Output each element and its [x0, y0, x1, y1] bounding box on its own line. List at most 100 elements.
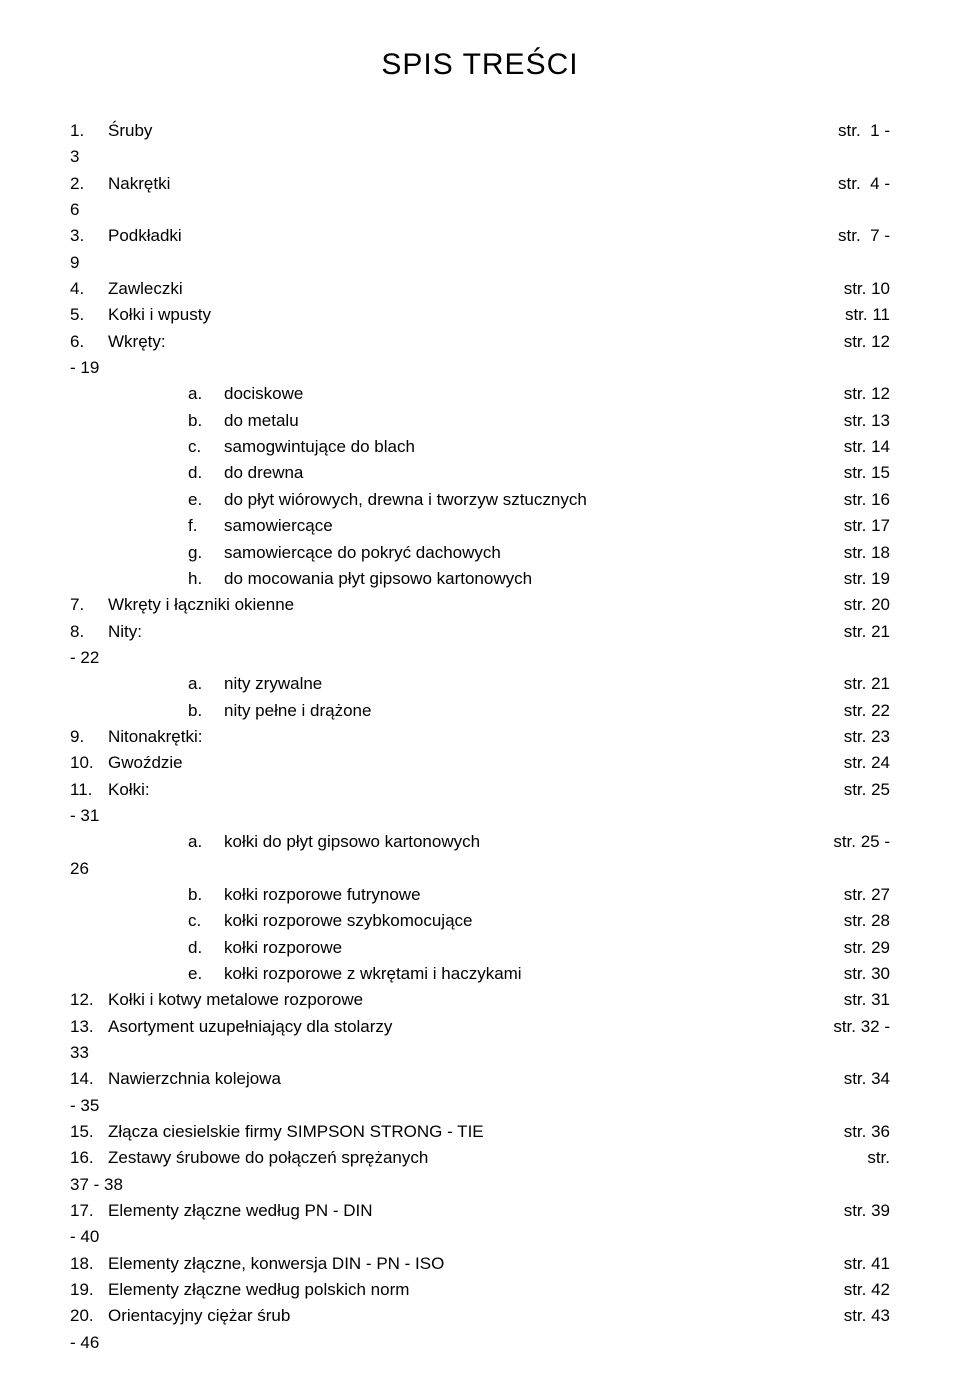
toc-entry: 12.Kołki i kotwy metalowe rozporowe str.… — [70, 987, 890, 1013]
subentry-label: samowiercące — [224, 513, 337, 539]
entry-page: str. 11 — [845, 302, 890, 328]
entry-number: 3. — [70, 223, 108, 249]
entry-page: str. 12 — [844, 329, 890, 355]
subentry-letter: g. — [188, 540, 224, 566]
subentry-label: nity pełne i drążone — [224, 698, 376, 724]
entry-label: Kołki: — [108, 777, 154, 803]
entry-number: 11. — [70, 777, 108, 803]
subentry-letter: a. — [188, 381, 224, 407]
subentry-letter: b. — [188, 408, 224, 434]
toc-subentry: b.do metalu str. 13 — [70, 408, 890, 434]
subentry-label: nity zrywalne — [224, 671, 327, 697]
continuation-line: 3 — [70, 144, 890, 170]
entry-number: 7. — [70, 592, 108, 618]
entry-label: Nakrętki — [108, 171, 175, 197]
entry-number: 1. — [70, 118, 108, 144]
entry-number: 13. — [70, 1014, 108, 1040]
subentry-label: kołki rozporowe szybkomocujące — [224, 908, 477, 934]
continuation-line: - 35 — [70, 1093, 890, 1119]
toc-entry: 9.Nitonakrętki: str. 23 — [70, 724, 890, 750]
subentry-page: str. 16 — [844, 487, 890, 513]
toc-entry: 10.Gwoździe str. 24 — [70, 750, 890, 776]
page-title: SPIS TREŚCI — [70, 48, 890, 82]
entry-number: 15. — [70, 1119, 108, 1145]
entry-page: str. 1 - — [838, 118, 890, 144]
entry-page: str. 43 — [844, 1303, 890, 1329]
subentry-page: str. 22 — [844, 698, 890, 724]
toc-subentry: b.nity pełne i drążone str. 22 — [70, 698, 890, 724]
entry-label: Wkręty i łączniki okienne — [108, 592, 299, 618]
entry-label: Podkładki — [108, 223, 186, 249]
toc-subentry: a.kołki do płyt gipsowo kartonowych str.… — [70, 829, 890, 855]
subentry-letter: a. — [188, 829, 224, 855]
toc-subentry: h.do mocowania płyt gipsowo kartonowych … — [70, 566, 890, 592]
entry-label: Kołki i kotwy metalowe rozporowe — [108, 987, 368, 1013]
toc-subentry: b.kołki rozporowe futrynowe str. 27 — [70, 882, 890, 908]
entry-label: Elementy złączne, konwersja DIN - PN - I… — [108, 1251, 449, 1277]
continuation-line: 6 — [70, 197, 890, 223]
entry-label: Złącza ciesielskie firmy SIMPSON STRONG … — [108, 1119, 488, 1145]
subentry-page: str. 28 — [844, 908, 890, 934]
entry-page: str. 23 — [844, 724, 890, 750]
entry-number: 2. — [70, 171, 108, 197]
toc-entry: 8.Nity: str. 21 — [70, 619, 890, 645]
entry-number: 18. — [70, 1251, 108, 1277]
toc-subentry: c.kołki rozporowe szybkomocujące str. 28 — [70, 908, 890, 934]
subentry-letter: d. — [188, 460, 224, 486]
subentry-letter: b. — [188, 882, 224, 908]
continuation-line: - 22 — [70, 645, 890, 671]
subentry-page: str. 19 — [844, 566, 890, 592]
entry-page: str. 20 — [844, 592, 890, 618]
entry-label: Orientacyjny ciężar śrub — [108, 1303, 295, 1329]
toc-subentry: d.kołki rozporowe str. 29 — [70, 935, 890, 961]
subentry-letter: c. — [188, 434, 224, 460]
toc-entry: 15.Złącza ciesielskie firmy SIMPSON STRO… — [70, 1119, 890, 1145]
entry-number: 10. — [70, 750, 108, 776]
subentry-letter: c. — [188, 908, 224, 934]
subentry-letter: f. — [188, 513, 224, 539]
subentry-page: str. 21 — [844, 671, 890, 697]
toc-entry: 7.Wkręty i łączniki okienne str. 20 — [70, 592, 890, 618]
entry-label: Zawleczki — [108, 276, 187, 302]
entry-label: Gwoździe — [108, 750, 187, 776]
continuation-line: - 19 — [70, 355, 890, 381]
toc-entry: 3.Podkładki str. 7 - — [70, 223, 890, 249]
subentry-letter: a. — [188, 671, 224, 697]
toc-entry: 6.Wkręty: str. 12 — [70, 329, 890, 355]
entry-number: 12. — [70, 987, 108, 1013]
entry-page: str. 10 — [844, 276, 890, 302]
entry-label: Nitonakrętki: — [108, 724, 207, 750]
entry-page: str. 24 — [844, 750, 890, 776]
subentry-letter: e. — [188, 487, 224, 513]
toc-subentry: c.samogwintujące do blach str. 14 — [70, 434, 890, 460]
entry-label: Wkręty: — [108, 329, 170, 355]
continuation-line: - 46 — [70, 1330, 890, 1356]
entry-label: Elementy złączne według polskich norm — [108, 1277, 414, 1303]
entry-label: Śruby — [108, 118, 157, 144]
subentry-letter: b. — [188, 698, 224, 724]
toc-subentry: d.do drewna str. 15 — [70, 460, 890, 486]
toc-entry: 19.Elementy złączne według polskich norm… — [70, 1277, 890, 1303]
entry-page: str. 31 — [844, 987, 890, 1013]
toc-subentry: e.do płyt wiórowych, drewna i tworzyw sz… — [70, 487, 890, 513]
toc-subentry: g.samowiercące do pokryć dachowych str. … — [70, 540, 890, 566]
subentry-letter: h. — [188, 566, 224, 592]
subentry-page: str. 14 — [844, 434, 890, 460]
subentry-label: do płyt wiórowych, drewna i tworzyw sztu… — [224, 487, 592, 513]
entry-number: 19. — [70, 1277, 108, 1303]
toc-entry: 13.Asortyment uzupełniający dla stolarzy… — [70, 1014, 890, 1040]
toc-subentry: e.kołki rozporowe z wkrętami i haczykami… — [70, 961, 890, 987]
page: SPIS TREŚCI 1.Śruby str. 1 -32.Nakrętki … — [0, 0, 960, 1396]
toc-entry: 16.Zestawy śrubowe do połączeń sprężanyc… — [70, 1145, 890, 1171]
entry-number: 5. — [70, 302, 108, 328]
continuation-line: - 40 — [70, 1224, 890, 1250]
subentry-label: samogwintujące do blach — [224, 434, 420, 460]
subentry-label: dociskowe — [224, 381, 308, 407]
toc-entry: 14.Nawierzchnia kolejowa str. 34 — [70, 1066, 890, 1092]
entry-page: str. 7 - — [838, 223, 890, 249]
entry-number: 20. — [70, 1303, 108, 1329]
subentry-page: str. 29 — [844, 935, 890, 961]
subentry-page: str. 27 — [844, 882, 890, 908]
entry-number: 14. — [70, 1066, 108, 1092]
toc-subentry: a.dociskowe str. 12 — [70, 381, 890, 407]
